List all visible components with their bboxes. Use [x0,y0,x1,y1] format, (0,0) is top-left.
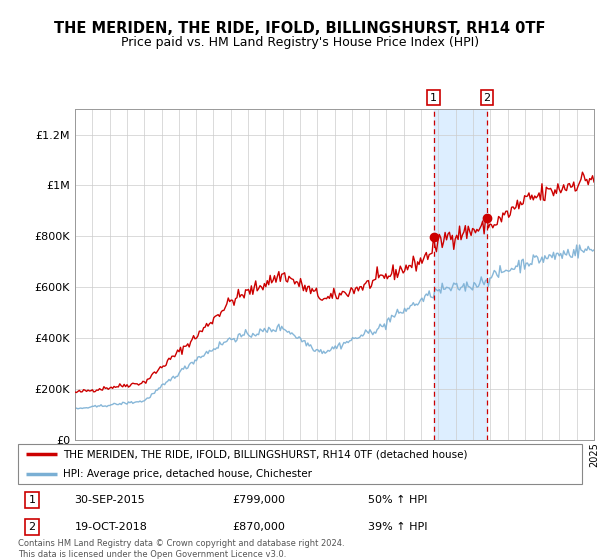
Text: 2: 2 [484,92,491,102]
Text: 19-OCT-2018: 19-OCT-2018 [74,522,147,532]
Text: Price paid vs. HM Land Registry's House Price Index (HPI): Price paid vs. HM Land Registry's House … [121,36,479,49]
Text: 50% ↑ HPI: 50% ↑ HPI [368,495,427,505]
Text: £870,000: £870,000 [232,522,285,532]
Text: 2: 2 [29,522,35,532]
FancyBboxPatch shape [18,444,582,484]
Bar [434,109,487,440]
Text: HPI: Average price, detached house, Chichester: HPI: Average price, detached house, Chic… [63,469,312,479]
Text: £799,000: £799,000 [232,495,286,505]
Text: 1: 1 [29,495,35,505]
Text: 1: 1 [430,92,437,102]
Text: 39% ↑ HPI: 39% ↑ HPI [368,522,427,532]
Text: 30-SEP-2015: 30-SEP-2015 [74,495,145,505]
Text: THE MERIDEN, THE RIDE, IFOLD, BILLINGSHURST, RH14 0TF (detached house): THE MERIDEN, THE RIDE, IFOLD, BILLINGSHU… [63,449,467,459]
Text: THE MERIDEN, THE RIDE, IFOLD, BILLINGSHURST, RH14 0TF: THE MERIDEN, THE RIDE, IFOLD, BILLINGSHU… [54,21,546,36]
Text: Contains HM Land Registry data © Crown copyright and database right 2024.
This d: Contains HM Land Registry data © Crown c… [18,539,344,559]
